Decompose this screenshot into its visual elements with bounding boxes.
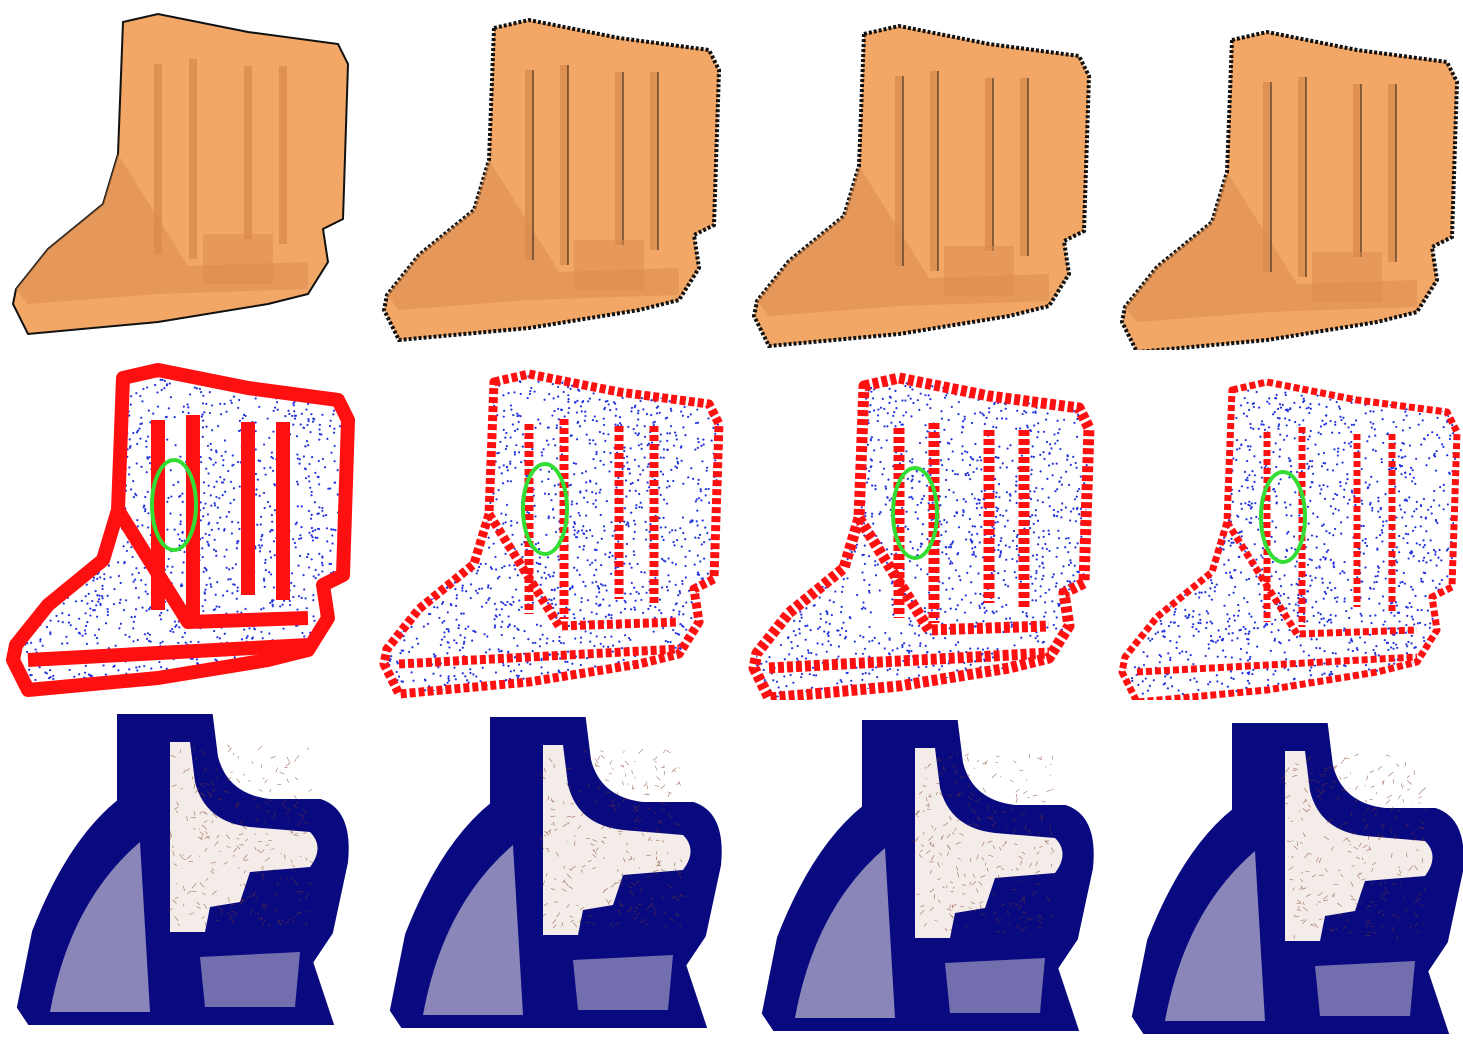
surface-reconstruction-image-1 (11, 12, 350, 336)
point-cloud-features-cell-2 (368, 350, 734, 700)
surface-reconstruction-image-4 (1119, 29, 1460, 350)
highlight-ellipse (1259, 470, 1307, 564)
normal-field-cell-1 (0, 700, 366, 1050)
red-edge-points (748, 372, 1095, 700)
normal-field-image-4 (1131, 723, 1463, 1034)
normal-field-image-1 (16, 714, 349, 1025)
normal-field-cell-4 (1100, 700, 1463, 1050)
highlight-ellipse (150, 458, 198, 552)
normal-field-cell-3 (735, 700, 1101, 1050)
point-cloud-features-image-1 (6, 363, 355, 697)
surface-reconstruction-cell-1 (0, 0, 366, 350)
point-cloud-features-cell-3 (735, 350, 1101, 700)
red-edge-points (6, 363, 355, 697)
blue-point-cloud (1122, 382, 1457, 700)
red-edge-points (1118, 378, 1461, 700)
normal-field-cell-2 (368, 700, 734, 1050)
point-cloud-features-cell-1 (0, 350, 366, 700)
normal-interior (915, 748, 1063, 938)
red-edge-points (379, 369, 724, 699)
point-cloud-features-image-2 (379, 369, 724, 699)
normal-field-image-3 (761, 720, 1094, 1031)
surface-reconstruction-cell-3 (735, 0, 1101, 350)
highlight-ellipse (521, 462, 569, 556)
surface-reconstruction-cell-4 (1100, 0, 1463, 350)
normal-interior (543, 745, 691, 935)
surface-reconstruction-image-2 (381, 17, 722, 343)
highlight-ellipse (891, 466, 939, 560)
normal-interior (170, 742, 318, 932)
point-cloud-features-cell-4 (1100, 350, 1463, 700)
surface-reconstruction-cell-2 (368, 0, 734, 350)
normal-field-image-2 (389, 717, 722, 1028)
point-cloud-features-image-4 (1118, 378, 1461, 700)
surface-reconstruction-image-3 (751, 23, 1092, 349)
normal-interior (1285, 751, 1433, 941)
point-cloud-features-image-3 (748, 372, 1095, 700)
